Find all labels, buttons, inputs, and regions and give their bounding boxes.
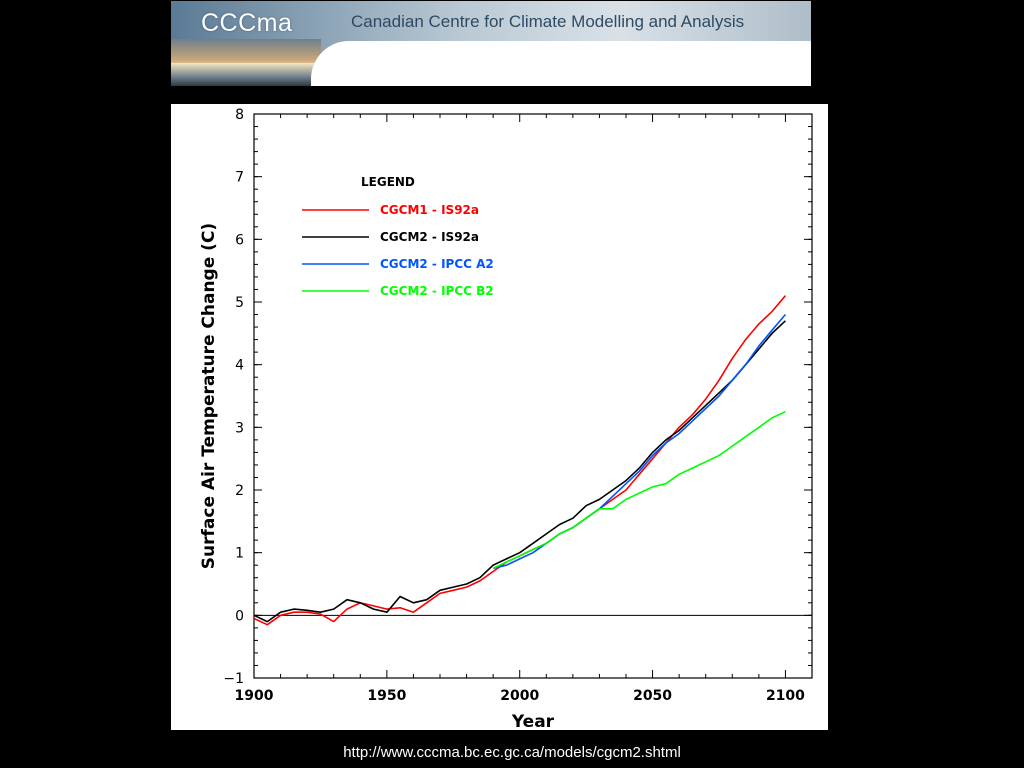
chart-panel: −1 0 1 2 3 4 5 6 7 8 1900 1950 2000 2050 2100 LEGEND CG…: [171, 104, 828, 730]
plot-frame: [253, 113, 813, 679]
y-tick-label: 4: [235, 358, 244, 374]
series-line: [253, 320, 786, 623]
y-tick-label: 7: [235, 170, 244, 186]
axis-ticks: −1 0 1 2 3 4 5 6 7 8 1900 1950 2000 2050 2100: [223, 107, 813, 704]
y-tick-label: 5: [235, 295, 244, 311]
banner-org-name: Canadian Centre for Climate Modelling an…: [351, 12, 745, 31]
y-tick-label: 6: [235, 232, 244, 248]
source-url-link[interactable]: http://www.cccma.bc.ec.gc.ca/models/cgcm…: [343, 744, 681, 761]
y-tick-label: −1: [223, 671, 244, 687]
y-tick-label: 1: [235, 546, 244, 562]
legend-entry: CGCM2 - IS92a: [380, 230, 479, 244]
series-line: [492, 410, 786, 570]
y-tick-label: 8: [235, 107, 244, 123]
series-line: [253, 295, 787, 626]
cccma-banner: CCCma Canadian Centre for Climate Modell…: [171, 1, 811, 86]
banner-white-panel: [311, 41, 811, 86]
banner-water-image: [171, 63, 321, 86]
legend-title: LEGEND: [361, 175, 415, 189]
legend-entry: CGCM2 - IPCC B2: [380, 284, 494, 298]
x-tick-label: 1950: [367, 688, 406, 704]
legend-entry: CGCM2 - IPCC A2: [380, 257, 494, 271]
series-line: [492, 313, 787, 570]
x-tick-label: 2050: [633, 688, 672, 704]
x-axis-label: Year: [511, 712, 555, 730]
x-tick-label: 2100: [766, 688, 805, 704]
y-tick-label: 3: [235, 420, 244, 436]
x-tick-label: 1900: [235, 688, 274, 704]
y-tick-label: 2: [235, 483, 244, 499]
y-tick-label: 0: [235, 608, 244, 624]
temperature-chart: −1 0 1 2 3 4 5 6 7 8 1900 1950 2000 2050 2100 LEGEND CG…: [199, 107, 813, 730]
banner-brand: CCCma: [201, 9, 293, 37]
legend-entry: CGCM1 - IS92a: [380, 203, 479, 217]
series-layer: [253, 295, 787, 626]
x-tick-label: 2000: [500, 688, 539, 704]
y-axis-label: Surface Air Temperature Change (C): [199, 223, 219, 569]
legend: LEGEND CGCM1 - IS92a CGCM2 - IS92a CGCM2 - …: [302, 175, 494, 298]
